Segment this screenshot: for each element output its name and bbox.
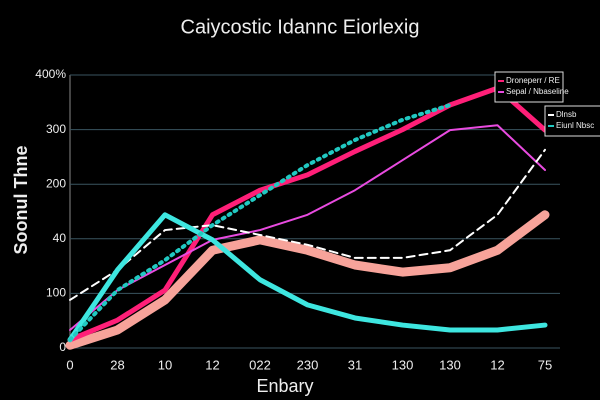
chart-title: Caiycostic Idannc Eiorlexig bbox=[181, 16, 420, 38]
x-tick-label: 31 bbox=[348, 357, 362, 372]
x-tick-label: 0 bbox=[66, 357, 73, 372]
line-series bbox=[67, 212, 548, 343]
x-tick-label: 28 bbox=[110, 357, 124, 372]
x-tick-label: 10 bbox=[158, 357, 172, 372]
x-axis-label: Enbary bbox=[256, 376, 313, 396]
x-tick-label: 12 bbox=[490, 357, 504, 372]
legend-label: Sepal / Nbaseline bbox=[506, 87, 569, 96]
legend-box bbox=[544, 105, 600, 137]
x-tick-label: 022 bbox=[249, 357, 271, 372]
x-tick-label: 75 bbox=[538, 357, 552, 372]
line-series bbox=[69, 124, 546, 331]
line-series bbox=[69, 148, 546, 301]
y-tick-label: 0 bbox=[59, 340, 66, 354]
x-tick-label: 230 bbox=[297, 357, 319, 372]
legend-label: Eiunl Nbsc bbox=[556, 121, 594, 130]
y-tick-label: 200 bbox=[46, 176, 66, 190]
line-series bbox=[65, 210, 550, 350]
y-axis-label: Soonul Thne bbox=[11, 146, 31, 255]
line-series bbox=[68, 103, 452, 342]
y-tick-label: 300 bbox=[46, 122, 66, 136]
y-tick-label: 400% bbox=[35, 67, 66, 81]
x-tick-label: 12 bbox=[205, 357, 219, 372]
line-series bbox=[67, 85, 548, 343]
legend-label: Droneperr / RE bbox=[506, 76, 560, 85]
legend-box bbox=[494, 71, 564, 103]
x-tick-label: 130 bbox=[392, 357, 414, 372]
y-tick-label: 100 bbox=[46, 286, 66, 300]
legend-label: Dlnsb bbox=[556, 110, 577, 119]
x-tick-label: 130 bbox=[439, 357, 461, 372]
y-tick-label: 40 bbox=[53, 231, 67, 245]
